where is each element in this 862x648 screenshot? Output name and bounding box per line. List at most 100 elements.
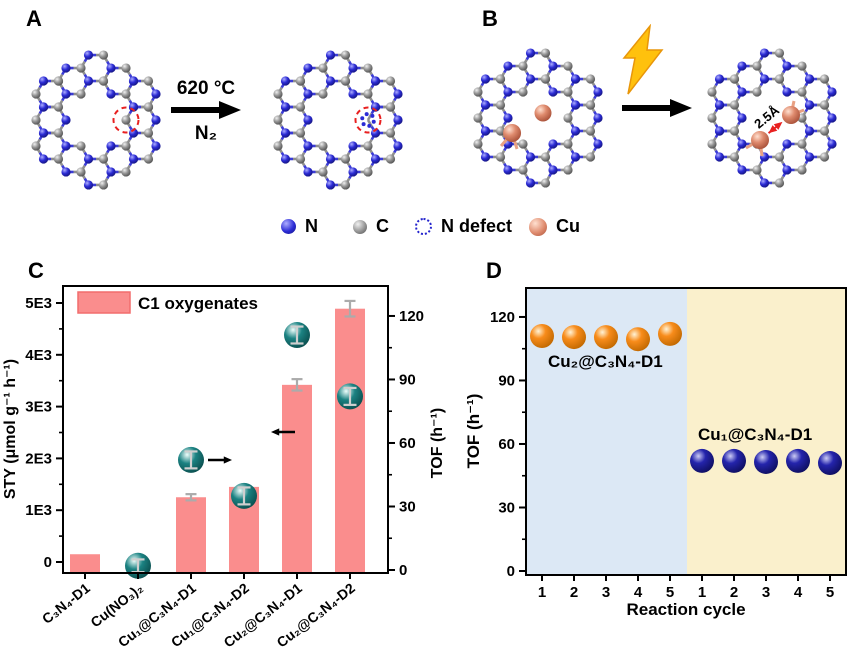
lightning-icon <box>622 24 664 95</box>
cu-atom-free <box>534 104 552 122</box>
chart-text: 3E3 <box>25 399 52 416</box>
molecule-atoms <box>707 48 837 188</box>
chart-text: Cu₁@C₃N₄-D1 <box>698 425 812 444</box>
n-defect-highlight <box>112 106 140 134</box>
bar <box>176 497 206 573</box>
molecule-c3n4-n-defect <box>273 50 403 190</box>
region-cu1 <box>687 288 846 575</box>
chart-text: 3 <box>762 584 770 601</box>
chart-text: 0 <box>44 554 52 571</box>
data-sphere <box>594 325 618 350</box>
panel-d-label: D <box>486 258 502 283</box>
arrow-head <box>773 121 783 130</box>
chart-text: 90 <box>399 371 416 388</box>
chart-text: 0 <box>399 562 407 579</box>
bar-series <box>70 299 365 573</box>
chart-text: TOF (h⁻¹) <box>429 408 446 478</box>
cu-atom-anchored <box>503 124 522 142</box>
chart-text: 1E3 <box>25 502 52 519</box>
panel-a-label: A <box>26 6 42 31</box>
chart-text: 5E3 <box>25 295 52 312</box>
photoreaction-arrow-icon <box>622 99 692 117</box>
data-sphere <box>786 448 810 473</box>
data-sphere <box>530 324 554 349</box>
chart-text: 30 <box>498 499 515 516</box>
chart-text: 120 <box>399 308 424 325</box>
data-sphere <box>690 448 714 473</box>
scatter-series <box>690 448 842 476</box>
n-defect-icon <box>415 218 432 235</box>
bar <box>335 308 365 573</box>
data-sphere <box>658 321 682 346</box>
chart-text: 4 <box>794 584 803 601</box>
arrow-head <box>223 456 232 464</box>
n-defect-dot <box>364 112 369 117</box>
panel-b-label: B <box>482 6 498 31</box>
chart-text: 2 <box>730 584 738 601</box>
plot-frame <box>525 287 847 576</box>
chart-text: Reaction cycle <box>626 600 745 619</box>
molecule-atoms <box>273 50 403 190</box>
axes: 0 30 60 90 120 1 2 3 4 5 1 2 3 4 5 <box>490 309 834 601</box>
reaction-temperature: 620 °C <box>176 78 236 99</box>
nitrogen-atom-icon <box>281 219 296 234</box>
chart-text: 5 <box>826 584 834 601</box>
bar <box>70 554 100 573</box>
chart-text: 1 <box>538 584 546 601</box>
chart-text: Cu₂@C₃N₄-D1 <box>548 352 663 371</box>
cu-atom-1 <box>751 131 769 149</box>
plot-frame <box>62 285 389 574</box>
n-defect-dot <box>367 123 372 128</box>
scatter-series <box>530 321 682 352</box>
chart-text: 4 <box>634 584 643 601</box>
chart-text: TOF (h⁻¹) <box>464 394 483 469</box>
legend-item-copper: Cu <box>529 216 580 237</box>
n-defect-dot <box>370 113 375 118</box>
legend-label-carbon: C <box>376 216 389 236</box>
data-sphere <box>722 448 746 473</box>
cu-distance-annotation: 2.5Å <box>751 102 783 134</box>
bar <box>282 384 312 573</box>
legend-item-nitrogen: N <box>281 216 318 237</box>
data-sphere <box>818 451 842 476</box>
molecule-atoms <box>473 48 603 188</box>
legend-label-nitrogen: N <box>305 216 318 236</box>
chart-text: 120 <box>490 309 515 326</box>
legend-label-n-defect: N defect <box>441 216 513 236</box>
chart-text: 3 <box>602 584 610 601</box>
n-defect-highlight <box>354 106 382 134</box>
data-sphere <box>626 327 650 352</box>
chart-text: 60 <box>399 435 416 452</box>
carbon-atom-icon <box>353 219 367 234</box>
chart-text: 2E3 <box>25 450 52 467</box>
n-defect-dot <box>360 116 365 121</box>
panel-c-label: C <box>28 258 44 283</box>
legend-item-n-defect: N defect <box>415 216 512 237</box>
molecule-cu2-dimer: 2.5Å <box>707 48 837 188</box>
chart-text: 4E3 <box>25 347 52 364</box>
n-defect-dot <box>361 122 366 127</box>
molecule-cu-precursor <box>473 48 603 188</box>
reaction-atmosphere: N₂ <box>194 123 218 144</box>
n-defect-dot <box>371 119 376 124</box>
arrow-head <box>768 125 778 134</box>
reaction-arrow-icon <box>171 101 241 119</box>
data-sphere <box>562 325 586 350</box>
cu-atom-2 <box>782 106 800 124</box>
chart-text: 0 <box>507 563 515 580</box>
chart-sty-tof-bar: 01E32E33E34E35E30306090120C₃N₄-D1Cu(NO₃)… <box>2 285 446 648</box>
molecule-atoms <box>31 50 161 190</box>
chart-text: 90 <box>498 372 515 389</box>
reaction-conditions: 620 °C N₂ <box>162 78 250 145</box>
copper-atom-icon <box>529 217 547 236</box>
molecule-c3n4-pristine <box>31 50 161 190</box>
chart-text: 60 <box>498 436 515 453</box>
arrow-head <box>271 428 280 436</box>
legend-swatch <box>77 291 131 314</box>
chart-text: 5 <box>666 584 674 601</box>
chart-text: STY (μmol g⁻¹ h⁻¹) <box>2 359 19 499</box>
chart-text: 1 <box>698 584 706 601</box>
chart-text: 30 <box>399 498 416 515</box>
